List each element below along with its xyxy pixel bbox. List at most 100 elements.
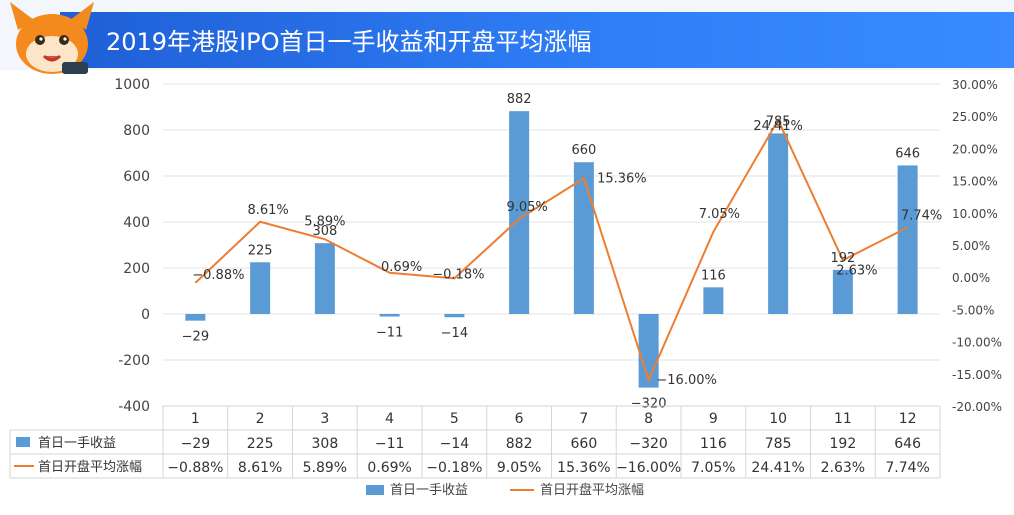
bar [768,133,789,314]
table-cell: 308 [312,436,339,452]
series-line [194,117,909,384]
category-label: 12 [899,411,917,427]
category-label: 6 [515,411,524,427]
category-label: 4 [385,411,394,427]
table-cell: 24.41% [751,460,804,476]
y-left-tick-label: 400 [123,215,150,231]
bar [509,111,530,314]
y-right-tick-label: -5.00% [952,303,994,317]
bar [444,314,465,318]
bar [897,165,918,314]
table-cell: 8.61% [238,460,282,476]
line-data-label: 15.36% [597,171,647,186]
y-right-tick-label: 25.00% [952,110,998,124]
table-cell: 15.36% [557,460,610,476]
table-cell: 9.05% [497,460,541,476]
category-label: 11 [834,411,852,427]
line-data-label: 9.05% [506,200,547,215]
y-right-tick-label: -15.00% [952,368,1002,382]
y-left-tick-label: 200 [123,261,150,277]
y-left-tick-label: 1000 [114,77,150,93]
category-label: 7 [579,411,588,427]
bar [250,262,271,314]
table-cell: 116 [700,436,727,452]
y-left-tick-label: -200 [118,353,150,369]
category-label: 5 [450,411,459,427]
line-data-label: −16.00% [656,373,716,388]
legend-label: 首日开盘平均涨幅 [540,482,644,498]
table-cell: −320 [629,436,667,452]
line-data-label: −0.88% [192,268,244,283]
line-data-label: 7.05% [699,207,740,222]
y-right-tick-label: 0.00% [952,271,990,285]
y-left-tick-label: 0 [141,307,150,323]
bar [379,314,400,317]
category-label: 2 [256,411,265,427]
bar [832,269,853,314]
line-data-label: −0.18% [432,267,484,282]
category-label: 3 [320,411,329,427]
y-left-tick-label: 600 [123,169,150,185]
bar-data-label: 785 [766,114,791,129]
bar [573,162,594,314]
table-row-label: 首日开盘平均涨幅 [38,459,142,475]
y-right-tick-label: 20.00% [952,142,998,156]
line-data-label: 0.69% [381,260,422,275]
bar [703,287,724,314]
line-data-label: 7.74% [901,208,942,223]
table-cell: 7.74% [885,460,929,476]
bar-data-label: 308 [312,224,337,239]
bar-data-label: 660 [571,143,596,158]
category-label: 8 [644,411,653,427]
line-data-label: 2.63% [836,263,877,278]
bar-data-label: 116 [701,268,726,283]
fox-mascot-icon [10,2,94,74]
table-cell: 785 [765,436,792,452]
header: 2019年港股IPO首日一手收益和开盘平均涨幅 [0,0,1014,74]
bar-data-label: −29 [182,330,209,345]
y-left-tick-label: -400 [118,399,150,415]
table-cell: 646 [894,436,921,452]
table-cell: −14 [440,436,470,452]
bar-data-label: 882 [507,92,532,107]
table-cell: 882 [506,436,533,452]
table-cell: 2.63% [821,460,865,476]
y-right-tick-label: -10.00% [952,336,1002,350]
y-left-tick-label: 800 [123,123,150,139]
table-cell: 225 [247,436,274,452]
table-cell: −29 [181,436,211,452]
bar-data-label: 646 [895,146,920,161]
y-right-tick-label: 10.00% [952,207,998,221]
table-cell: −0.18% [426,460,482,476]
category-label: 10 [769,411,787,427]
y-right-tick-label: 15.00% [952,175,998,189]
line-data-label: 8.61% [247,203,288,218]
bar-data-label: −11 [376,326,403,341]
table-legend-bar-key [16,437,30,447]
table-cell: 7.05% [691,460,735,476]
bar [185,314,206,321]
category-label: 9 [709,411,718,427]
table-cell: −0.88% [167,460,223,476]
y-right-tick-label: -20.00% [952,400,1002,414]
bar-data-label: 225 [248,243,273,258]
y-right-tick-label: 5.00% [952,239,990,253]
legend-label: 首日一手收益 [390,483,468,498]
table-cell: 192 [830,436,857,452]
page-title: 2019年港股IPO首日一手收益和开盘平均涨幅 [106,28,592,56]
bar-data-label: 192 [830,251,855,266]
line-data-label: 24.41% [753,119,803,134]
legend-key-bar [366,485,384,495]
bar-data-label: −320 [631,397,667,412]
bar [314,243,335,314]
table-cell: 5.89% [303,460,347,476]
table-cell: −11 [375,436,405,452]
line-data-label: 5.89% [304,214,345,229]
category-label: 1 [191,411,200,427]
bar-data-label: −14 [441,326,468,341]
table-cell: −16.00% [616,460,681,476]
table-row-label: 首日一手收益 [38,436,116,451]
header-banner [60,12,1014,68]
table-cell: 660 [571,436,598,452]
